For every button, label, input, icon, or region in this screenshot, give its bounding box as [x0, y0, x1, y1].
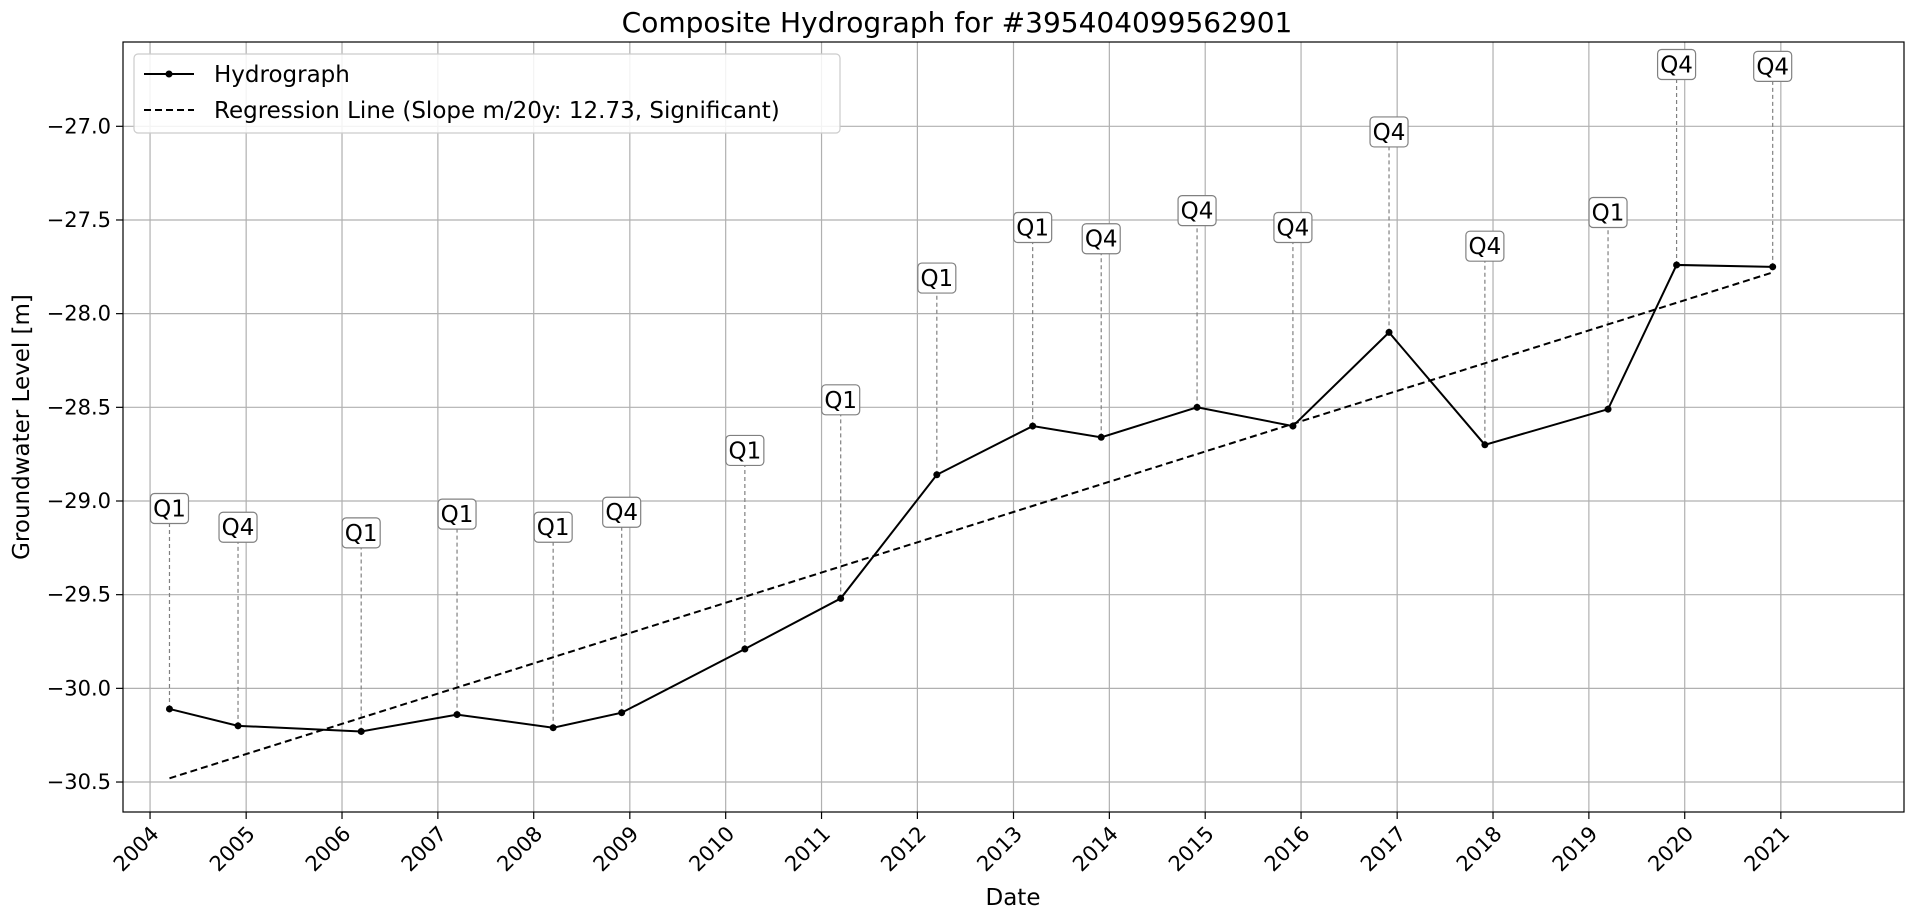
hydrograph-point — [1097, 433, 1105, 441]
y-tick-label: −28.0 — [47, 302, 111, 326]
y-axis-ticks: −27.0 −27.5 −28.0 −28.5 −29.0 −29.5 −30.0 −30.5 — [47, 114, 123, 794]
hydrograph-point — [549, 724, 557, 732]
quarter-label-box — [1588, 196, 1628, 229]
hydrograph-point — [453, 711, 461, 719]
legend: Hydrograph Regression Line (Slope m/20y:… — [133, 53, 841, 134]
quarter-label-box — [917, 262, 957, 294]
chart-title: Composite Hydrograph for #39540409956290… — [622, 6, 1293, 39]
quarter-label: Q1 — [1016, 215, 1049, 241]
hydrograph-point — [1289, 422, 1297, 430]
quarter-label-box — [1177, 195, 1217, 227]
quarter-label: Q4 — [1181, 199, 1214, 225]
quarter-label-box — [1465, 230, 1505, 262]
hydrograph-point — [1673, 261, 1681, 269]
quarter-label-box — [1369, 116, 1409, 148]
annotation-drop-lines — [168, 64, 1774, 732]
hydrograph-point — [1385, 328, 1393, 336]
y-tick-label: −30.5 — [47, 770, 111, 794]
quarter-label: Q1 — [824, 388, 857, 414]
hydrograph-point — [741, 645, 749, 653]
quarter-label-box — [1753, 50, 1793, 82]
plot-frame — [122, 41, 1905, 813]
quarter-label: Q1 — [153, 496, 186, 522]
quarter-label-box — [602, 496, 642, 528]
hydrograph-point — [933, 471, 941, 479]
hydrograph-point — [1193, 403, 1201, 411]
hydrograph-point — [234, 722, 242, 730]
hydrograph-point — [837, 594, 845, 602]
y-tick-label: −29.0 — [47, 489, 111, 513]
quarter-label: Q1 — [345, 521, 378, 547]
quarter-label-box — [1081, 223, 1121, 255]
quarter-label: Q1 — [920, 266, 953, 292]
y-tick-label: −30.0 — [47, 676, 111, 700]
y-tick-label: −27.0 — [47, 114, 111, 138]
annotation-labels: Q1 Q4 Q1 Q1 Q1 Q4 Q1 Q1 Q1 Q1 Q4 Q4 Q4 Q4 Q4 Q1 Q4 Q4 — [149, 48, 1793, 549]
quarter-label: Q4 — [1469, 234, 1502, 260]
legend-regression-label: Regression Line (Slope m/20y: 12.73, Sig… — [214, 98, 780, 124]
quarter-label: Q4 — [1756, 54, 1789, 80]
hydrograph-point — [357, 727, 365, 735]
quarter-label: Q4 — [1277, 215, 1310, 241]
regression-line — [169, 271, 1773, 780]
y-tick-label: −27.5 — [47, 208, 111, 232]
hydrograph-line — [169, 263, 1773, 733]
quarter-label-box — [218, 511, 258, 543]
quarter-label-box — [821, 384, 861, 416]
quarter-label: Q4 — [1085, 227, 1118, 253]
series-layer — [165, 261, 1777, 780]
quarter-label-box — [533, 511, 573, 543]
legend-hydrograph-marker — [165, 70, 173, 78]
quarter-label: Q1 — [537, 515, 570, 541]
quarter-label-box — [1273, 211, 1313, 244]
quarter-label-box — [149, 492, 190, 525]
quarter-label: Q1 — [728, 438, 761, 464]
quarter-label-box — [1013, 211, 1053, 244]
quarter-label: Q4 — [605, 500, 638, 526]
hydrograph-point — [1769, 263, 1777, 271]
quarter-label: Q4 — [222, 515, 255, 541]
quarter-label: Q4 — [1660, 52, 1693, 78]
hydrograph-point — [165, 705, 173, 713]
quarter-label-box — [725, 434, 765, 467]
quarter-label: Q1 — [441, 502, 474, 528]
quarter-label-box — [1656, 48, 1697, 81]
y-tick-label: −28.5 — [47, 395, 111, 419]
y-axis-label: Groundwater Level [m] — [9, 294, 35, 560]
hydrograph-point — [1029, 422, 1037, 430]
quarter-label-box — [341, 517, 381, 549]
hydrograph-point — [618, 709, 626, 717]
x-axis-label: Date — [986, 885, 1041, 911]
hydrograph-point — [1481, 441, 1489, 449]
legend-hydrograph-label: Hydrograph — [214, 62, 350, 88]
quarter-label: Q4 — [1373, 120, 1406, 146]
y-tick-label: −29.5 — [47, 583, 111, 607]
quarter-label-box — [437, 498, 477, 530]
quarter-label: Q1 — [1592, 200, 1625, 226]
hydrograph-point — [1604, 405, 1612, 413]
legend-box — [133, 53, 841, 134]
